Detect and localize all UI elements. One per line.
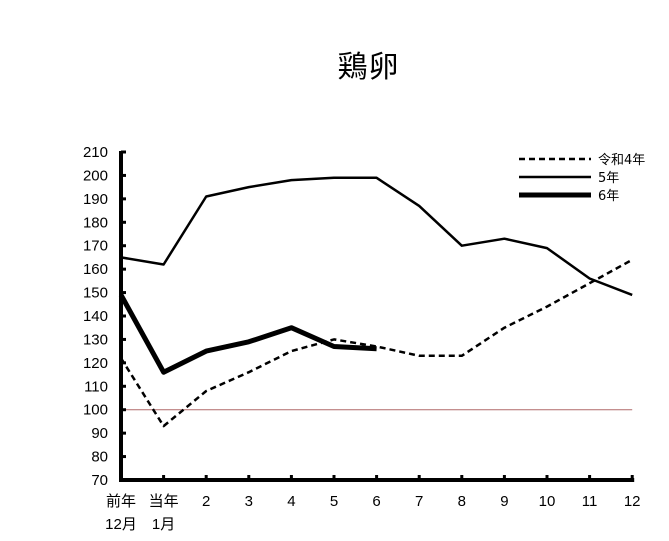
series-line-1: [120, 176, 633, 297]
x-tick-label: 9: [500, 493, 508, 510]
y-tick-label: 170: [83, 238, 108, 255]
y-tick-label: 150: [83, 285, 108, 302]
y-tick-label: 110: [84, 378, 108, 395]
x-tick-label: 当年: [149, 493, 179, 510]
x-tick-label: 7: [415, 493, 423, 510]
y-tick-label: 100: [83, 402, 108, 419]
x-tick-label: 5: [330, 493, 338, 510]
chart-title: 鶏卵: [337, 50, 400, 85]
x-tick-label: 8: [458, 493, 466, 510]
legend-label: 6年: [598, 189, 619, 204]
y-tick-label: 200: [83, 167, 108, 184]
y-tick-label: 180: [83, 214, 108, 231]
legend-label: 令和4年: [598, 153, 645, 168]
y-tick-label: 70: [91, 472, 108, 489]
x-tick-label: 2: [202, 493, 210, 510]
x-tick-label: 11: [582, 493, 598, 510]
legend-label: 5年: [598, 171, 619, 186]
x-tick-label: 1月: [152, 516, 175, 533]
x-tick-label: 12月: [105, 516, 137, 533]
x-tick-label: 12: [624, 493, 641, 510]
series-line-0: [119, 258, 633, 428]
y-tick-label: 140: [83, 308, 108, 325]
y-tick-label: 130: [83, 331, 108, 348]
y-tick-label: 90: [91, 425, 108, 442]
series-lines: [118, 176, 633, 428]
y-tick-label: 160: [83, 261, 108, 278]
x-tick-label: 10: [539, 493, 556, 510]
x-tick-label: 前年: [106, 493, 136, 510]
y-tick-label: 80: [91, 449, 108, 466]
series-line-2: [118, 293, 377, 375]
legend: 令和4年 5年 6年: [519, 153, 645, 204]
x-tick-label: 6: [372, 493, 380, 510]
x-tick-label: 4: [287, 493, 295, 510]
y-tick-label: 210: [83, 144, 108, 161]
y-tick-label: 120: [83, 355, 108, 372]
y-axis-tick-labels: 70 80 90 100 110 120 130 140 150 160 170 180 190 200 2…: [83, 144, 108, 489]
y-tick-label: 190: [83, 191, 108, 208]
x-tick-label: 3: [245, 493, 253, 510]
axes: [119, 150, 635, 482]
